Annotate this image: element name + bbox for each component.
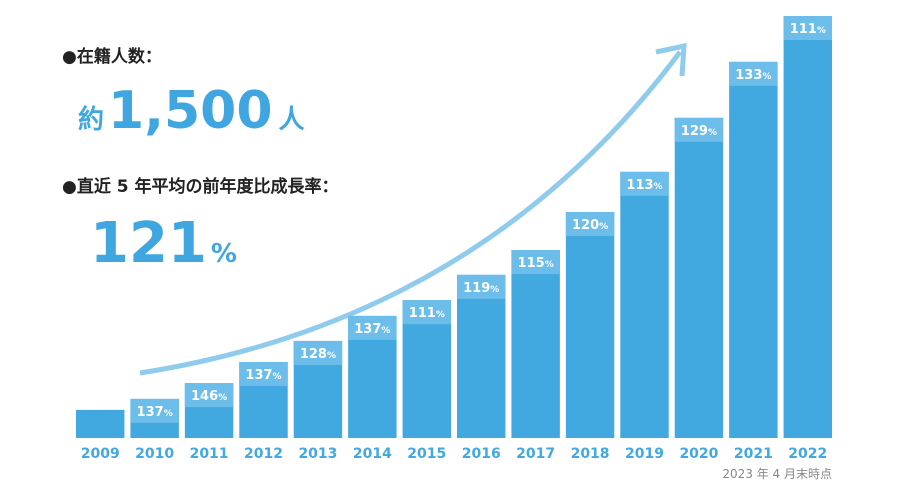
bar-cap: [457, 274, 506, 299]
growth-value: 137: [354, 322, 381, 337]
growth-unit: %: [762, 72, 771, 82]
growth-unit: %: [599, 222, 608, 232]
headline-value: 約1,500 人: [78, 81, 305, 141]
bar-cap: [130, 398, 179, 423]
growth-value: 111: [409, 306, 436, 321]
growth-value: 113: [626, 178, 653, 193]
x-tick-label: 2014: [353, 446, 392, 462]
growth-unit: %: [708, 128, 717, 138]
bar-cap: [565, 212, 615, 237]
bar-cap: [783, 16, 832, 40]
x-tick-label: 2017: [516, 446, 555, 462]
growth-unit: %: [273, 372, 282, 382]
x-tick-label: 2013: [298, 446, 337, 462]
growth-value: 146: [191, 389, 218, 404]
bar-cap: [184, 383, 234, 408]
growth-value: 137: [245, 368, 272, 383]
value: 1,500: [108, 81, 272, 141]
growth-unit: %: [490, 285, 499, 295]
x-tick-label: 2011: [190, 446, 229, 462]
growth-unit: %: [164, 409, 173, 419]
growth-unit: %: [817, 26, 826, 36]
growth-unit: %: [218, 393, 227, 403]
bar-cap: [674, 117, 724, 142]
growth-unit: %: [654, 182, 663, 192]
x-tick-label: 2015: [407, 446, 446, 462]
growth-label: 120%: [572, 218, 608, 233]
growth-value: 119: [463, 281, 490, 296]
bar-cap: [239, 362, 288, 387]
prefix: 約: [78, 104, 104, 135]
bar-cap: [402, 300, 451, 325]
growth-value: 128: [300, 347, 327, 362]
growth-value: 133: [735, 68, 762, 83]
x-tick-label: 2022: [788, 446, 827, 462]
growth-label: 113%: [626, 178, 662, 193]
growth-label: 137%: [354, 322, 390, 337]
growth-value: 111: [790, 22, 817, 37]
headline: ●在籍人数：: [62, 46, 162, 67]
note: 2023 年 4 月末時点: [722, 467, 832, 481]
growth-value: 137: [137, 405, 164, 420]
x-tick-label: 2019: [625, 446, 664, 462]
growth-value: 115: [518, 256, 545, 271]
bar: [674, 117, 724, 439]
bar-cap: [620, 171, 669, 196]
bar-cap: [729, 61, 778, 86]
growth-label: 128%: [300, 347, 336, 362]
bar: [729, 61, 778, 439]
growth-label: 137%: [137, 405, 173, 420]
growth-unit: %: [327, 351, 336, 361]
bar-cap: [348, 315, 397, 340]
growth-label: 129%: [681, 124, 717, 139]
bar: [76, 409, 125, 438]
bar: [457, 274, 506, 438]
bar-cap: [511, 250, 560, 275]
bar: [783, 16, 832, 438]
x-tick-label: 2010: [135, 446, 174, 462]
arrow-head: [655, 42, 687, 77]
growth-label: 111%: [790, 22, 826, 37]
growth-value: 120: [572, 218, 599, 233]
growth-unit: %: [436, 310, 445, 320]
headline-value: 121%: [90, 211, 237, 276]
growth-label: 115%: [518, 256, 554, 271]
growth-label: 146%: [191, 389, 227, 404]
x-tick-label: 2021: [734, 446, 773, 462]
bar: [620, 171, 669, 438]
headline: ●直近 5 年平均の前年度比成長率：: [62, 176, 339, 197]
growth-label: 119%: [463, 281, 499, 296]
growth-label: 133%: [735, 68, 771, 83]
bar: [565, 212, 615, 438]
x-tick-label: 2020: [679, 446, 718, 462]
growth-value: 129: [681, 124, 708, 139]
growth-unit: %: [545, 260, 554, 270]
growth-unit: %: [381, 326, 390, 336]
growth-label: 137%: [245, 368, 281, 383]
trend-arrow: [139, 50, 683, 376]
value: 121: [90, 211, 207, 276]
bar: [511, 250, 560, 438]
x-tick-label: 2016: [462, 446, 501, 462]
suffix: 人: [279, 105, 305, 135]
x-tick-label: 2012: [244, 446, 283, 462]
bar-cap: [293, 340, 343, 365]
suffix: %: [211, 239, 237, 269]
x-tick-label: 2009: [81, 446, 120, 462]
x-tick-label: 2018: [571, 446, 610, 462]
growth-label: 111%: [409, 306, 445, 321]
